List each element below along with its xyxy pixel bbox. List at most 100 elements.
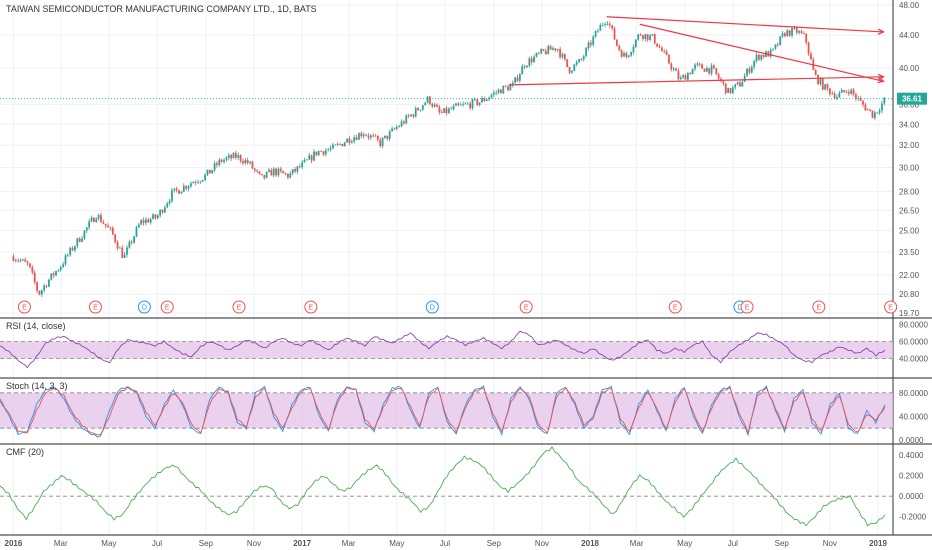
- candle-body: [284, 173, 287, 175]
- candle-body: [187, 186, 190, 189]
- candle-body: [521, 66, 524, 75]
- candle-body: [632, 46, 635, 53]
- candle-body: [216, 163, 218, 166]
- candle-body: [642, 35, 644, 39]
- price-label-badge: 36.61: [897, 92, 927, 105]
- candle-body: [653, 34, 656, 44]
- candle-body: [343, 142, 346, 147]
- dividend-event-marker[interactable]: [425, 300, 439, 314]
- earnings-event-marker[interactable]: [17, 300, 31, 314]
- candle-body: [802, 33, 805, 35]
- x-tick-label: Nov: [247, 539, 261, 548]
- trendline[interactable]: [639, 23, 884, 82]
- candle-body: [109, 227, 112, 229]
- candle-body: [173, 188, 176, 191]
- candle-body: [296, 166, 299, 172]
- candle-body: [163, 207, 166, 213]
- candle-body: [871, 110, 874, 118]
- candle-body: [544, 50, 547, 55]
- candle-body: [133, 236, 136, 243]
- candle-body: [180, 191, 183, 194]
- candle-body: [696, 63, 699, 65]
- candle-body: [154, 214, 157, 219]
- earnings-event-marker[interactable]: [232, 300, 246, 314]
- cmf-pane[interactable]: CMF (20): [0, 445, 893, 527]
- trendline[interactable]: [508, 76, 884, 86]
- candle-body: [367, 135, 370, 138]
- candle-body: [597, 30, 599, 32]
- trendline[interactable]: [606, 16, 884, 33]
- candle-body: [379, 139, 382, 146]
- candle-body: [376, 135, 379, 140]
- candle-body: [658, 46, 661, 48]
- candle-body: [301, 162, 304, 168]
- candle-body: [805, 33, 808, 43]
- candle-body: [495, 92, 498, 94]
- candle-body: [303, 160, 306, 163]
- rsi-pane[interactable]: RSI (14, close): [0, 321, 893, 369]
- candle-body: [161, 209, 164, 213]
- candle-body: [807, 42, 810, 54]
- candle-body: [57, 270, 60, 272]
- candle-body: [322, 151, 325, 155]
- event-label: E: [93, 305, 98, 312]
- stoch-y-tick-label: 40.0000: [899, 412, 928, 421]
- candle-body: [341, 143, 344, 147]
- price-y-tick-label: 22.00: [899, 271, 920, 280]
- candle-body: [663, 51, 666, 53]
- candle-body: [788, 30, 791, 36]
- candle-body: [159, 209, 162, 216]
- candle-body: [850, 89, 853, 94]
- candle-body: [504, 85, 507, 87]
- candle-body: [594, 30, 597, 37]
- candle-body: [182, 185, 185, 192]
- candle-body: [502, 85, 505, 94]
- candle-body: [540, 49, 543, 54]
- candle-body: [483, 98, 486, 101]
- x-tick-label: Mar: [630, 539, 644, 548]
- dividend-event-marker[interactable]: [137, 300, 151, 314]
- candle-body: [580, 59, 583, 61]
- candle-body: [104, 223, 107, 226]
- candle-body: [320, 150, 322, 152]
- event-label: E: [165, 305, 170, 312]
- candle-body: [206, 169, 209, 175]
- x-tick-label: Jul: [152, 539, 162, 548]
- earnings-event-marker[interactable]: [884, 300, 898, 314]
- earnings-event-marker[interactable]: [519, 300, 533, 314]
- candle-body: [211, 170, 214, 174]
- earnings-event-marker[interactable]: [812, 300, 826, 314]
- candle-body: [445, 108, 448, 114]
- earnings-event-marker[interactable]: [88, 300, 102, 314]
- candle-body: [689, 73, 692, 75]
- candle-body: [677, 70, 680, 80]
- candle-body: [256, 170, 259, 172]
- candle-body: [62, 264, 65, 267]
- candle-body: [119, 247, 121, 249]
- candle-body: [272, 168, 275, 176]
- earnings-event-marker[interactable]: [304, 300, 318, 314]
- candle-body: [111, 227, 114, 235]
- candle-body: [516, 77, 519, 81]
- earnings-event-marker[interactable]: [160, 300, 174, 314]
- candle-body: [116, 242, 119, 249]
- x-axis: 2016 Mar May Jul Sep Nov 2017 Mar May Jul Sep Nov 20…: [5, 539, 888, 548]
- candle-body: [85, 227, 88, 231]
- candle-body: [431, 104, 434, 107]
- earnings-event-marker[interactable]: [740, 300, 754, 314]
- candle-body: [395, 126, 398, 129]
- earnings-event-marker[interactable]: [668, 300, 682, 314]
- candle-body: [43, 285, 46, 291]
- candle-body: [208, 169, 211, 174]
- candle-body: [824, 84, 827, 90]
- stoch-pane[interactable]: Stoch (14, 3, 3): [0, 381, 893, 438]
- candle-body: [334, 144, 337, 146]
- candle-body: [71, 247, 74, 251]
- candle-body: [568, 66, 571, 73]
- candle-body: [736, 82, 739, 85]
- cmf-title: CMF (20): [6, 447, 44, 457]
- chart-title: TAIWAN SEMICONDUCTOR MANUFACTURING COMPA…: [6, 4, 317, 14]
- candle-body: [469, 103, 472, 109]
